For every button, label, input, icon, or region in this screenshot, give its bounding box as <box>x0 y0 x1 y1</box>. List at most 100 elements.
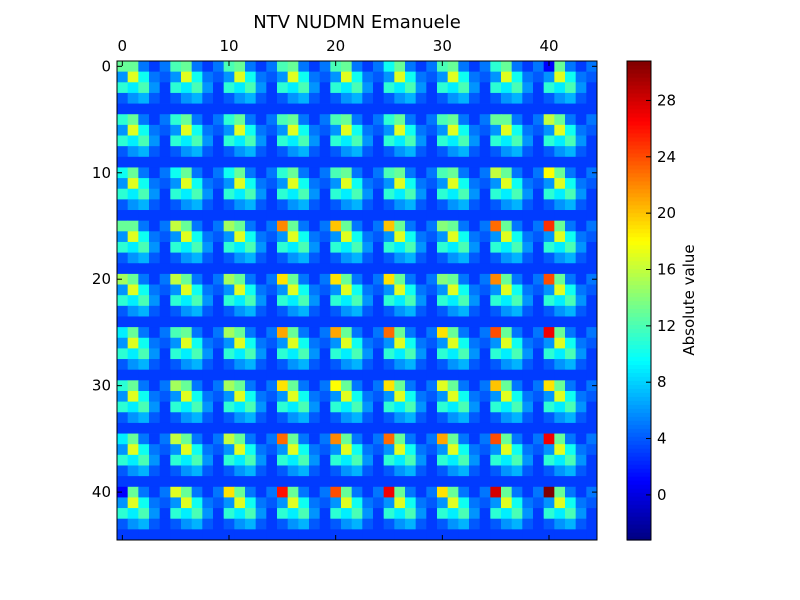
heatmap-cell <box>479 380 491 392</box>
heatmap-cell <box>319 348 331 360</box>
heatmap-cell <box>575 529 587 541</box>
heatmap-cell <box>266 188 278 200</box>
heatmap-cell <box>511 103 523 115</box>
heatmap-cell <box>533 369 545 381</box>
heatmap-cell <box>405 263 417 275</box>
heatmap-cell <box>394 454 406 466</box>
heatmap-cell <box>138 71 150 83</box>
heatmap-cell <box>447 178 459 190</box>
heatmap-cell <box>319 210 331 222</box>
heatmap-cell <box>426 486 438 498</box>
heatmap-cell <box>533 486 545 498</box>
colorbar-segment <box>627 148 651 154</box>
colorbar-segment <box>627 396 651 401</box>
heatmap-cell <box>170 327 182 339</box>
heatmap-cell <box>479 454 491 466</box>
heatmap-cell <box>149 348 161 360</box>
heatmap-cell <box>298 327 310 339</box>
heatmap-cell <box>437 114 449 126</box>
heatmap-cell <box>191 263 203 275</box>
heatmap-cell <box>191 369 203 381</box>
heatmap-cell <box>522 135 534 147</box>
heatmap-cell <box>202 199 214 211</box>
heatmap-cell <box>181 305 193 317</box>
heatmap-cell <box>170 316 182 328</box>
heatmap-cell <box>383 380 395 392</box>
heatmap-cell <box>255 199 267 211</box>
heatmap-cell <box>117 380 129 392</box>
heatmap-cell <box>415 124 427 136</box>
colorbar-segment <box>627 496 651 501</box>
heatmap-cell <box>426 295 438 307</box>
heatmap-cell <box>127 359 139 371</box>
heatmap-cell <box>341 92 353 104</box>
heatmap-cell <box>479 156 491 168</box>
heatmap-cell <box>469 348 481 360</box>
heatmap-cell <box>415 167 427 179</box>
heatmap-cell <box>245 71 257 83</box>
heatmap-cell <box>319 124 331 136</box>
heatmap-cell <box>469 103 481 115</box>
colorbar-segment <box>627 120 651 126</box>
heatmap-cell <box>479 412 491 424</box>
heatmap-cell <box>415 529 427 541</box>
heatmap-cell <box>394 476 406 488</box>
heatmap-cell <box>149 167 161 179</box>
heatmap-cell <box>405 210 417 222</box>
heatmap-cell <box>575 167 587 179</box>
heatmap-cell <box>490 327 502 339</box>
heatmap-cell <box>405 337 417 349</box>
heatmap-cell <box>277 188 289 200</box>
heatmap-cell <box>266 178 278 190</box>
heatmap-cell <box>245 390 257 403</box>
heatmap-cell <box>287 231 299 243</box>
heatmap-cell <box>415 263 427 275</box>
heatmap-cell <box>543 508 555 520</box>
heatmap-cell <box>426 273 438 285</box>
heatmap-cell <box>501 305 513 317</box>
heatmap-cell <box>458 486 470 498</box>
heatmap-cell <box>170 124 182 136</box>
heatmap-cell <box>405 295 417 307</box>
heatmap-cell <box>554 327 566 339</box>
heatmap-cell <box>533 305 545 317</box>
heatmap-cell <box>266 348 278 360</box>
heatmap-cell <box>234 252 246 264</box>
colorbar-segment <box>627 236 651 242</box>
heatmap-cell <box>586 327 598 339</box>
heatmap-cell <box>394 390 406 403</box>
heatmap-cell <box>245 454 257 466</box>
heatmap-cell <box>298 61 310 73</box>
heatmap-cell <box>362 465 374 477</box>
heatmap-cell <box>202 220 214 232</box>
heatmap-cell <box>405 231 417 243</box>
heatmap-cell <box>437 390 449 403</box>
colorbar-segment <box>627 188 651 194</box>
heatmap-cell <box>159 486 171 498</box>
heatmap-cell <box>351 199 363 211</box>
heatmap-cell <box>149 114 161 126</box>
heatmap-cell <box>543 348 555 360</box>
heatmap-cell <box>437 231 449 243</box>
heatmap-cell <box>159 305 171 317</box>
heatmap-cell <box>469 220 481 232</box>
heatmap-cell <box>394 359 406 371</box>
heatmap-cell <box>117 252 129 264</box>
heatmap-cell <box>330 114 342 126</box>
heatmap-cell <box>117 518 129 530</box>
heatmap-cell <box>298 359 310 371</box>
heatmap-cell <box>170 231 182 243</box>
heatmap-cell <box>191 454 203 466</box>
heatmap-cell <box>170 454 182 466</box>
heatmap-cell <box>543 156 555 168</box>
heatmap-cell <box>415 327 427 339</box>
heatmap-cell <box>575 359 587 371</box>
heatmap-cell <box>277 422 289 434</box>
heatmap-cell <box>543 380 555 392</box>
heatmap-cell <box>362 444 374 456</box>
colorbar-segment <box>627 352 651 357</box>
heatmap-cell <box>394 295 406 307</box>
heatmap-cell <box>202 103 214 115</box>
heatmap-cell <box>330 273 342 285</box>
heatmap-cell <box>522 422 534 434</box>
